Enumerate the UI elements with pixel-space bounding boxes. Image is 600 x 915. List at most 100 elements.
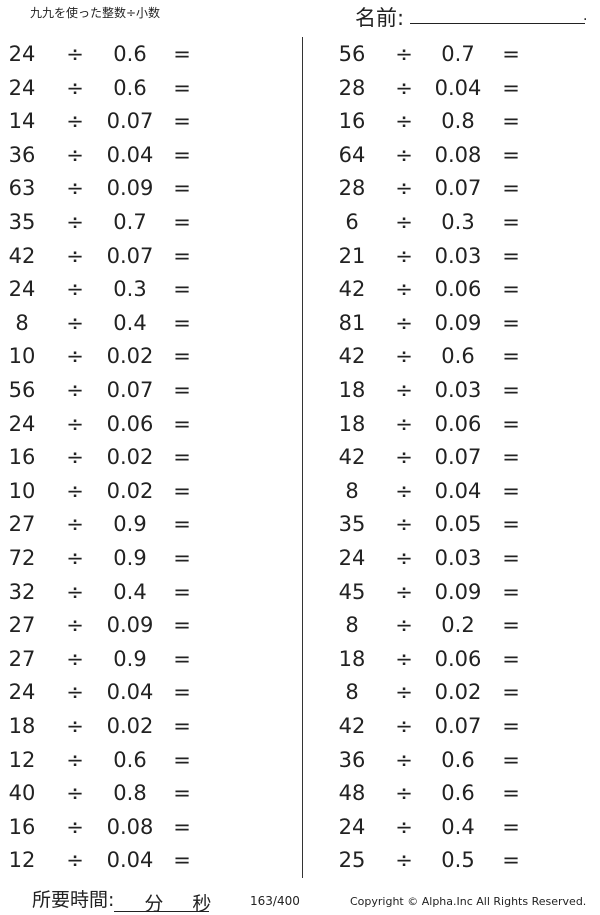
divisor: 0.04 [106,680,154,705]
divide-sign: ÷ [66,344,84,369]
equals-sign: = [173,478,191,503]
dividend: 24 [8,42,36,66]
equals-sign: = [502,176,520,201]
divisor: 0.02 [434,680,482,705]
equals-sign: = [502,747,520,772]
divide-sign: ÷ [66,277,84,302]
dividend: 28 [338,75,366,100]
divide-sign: ÷ [66,680,84,705]
divide-sign: ÷ [395,210,413,234]
divide-sign: ÷ [395,411,413,436]
equals-sign: = [502,546,520,570]
dividend: 36 [8,142,36,167]
equals-sign: = [173,512,191,537]
dividend: 24 [8,680,36,705]
equals-sign: = [173,781,191,806]
divide-sign: ÷ [395,378,413,402]
dividend: 35 [338,512,366,537]
divisor: 0.02 [106,714,154,738]
divide-sign: ÷ [66,613,84,638]
divide-sign: ÷ [66,109,84,134]
divisor: 0.06 [434,277,482,302]
divide-sign: ÷ [66,210,84,234]
divisor: 0.07 [106,378,154,402]
divisor: 0.7 [441,42,475,66]
copyright: Copyright © Alpha.Inc All Rights Reserve… [350,895,587,908]
dividend: 27 [8,613,36,638]
divide-sign: ÷ [395,344,413,369]
divide-sign: ÷ [395,781,413,806]
dividend: 8 [345,478,359,503]
divide-sign: ÷ [395,243,413,268]
divide-sign: ÷ [66,478,84,503]
divisor: 0.04 [106,142,154,167]
dividend: 16 [8,814,36,839]
minutes-label: 分 [144,893,164,915]
divisor: 0.04 [434,478,482,503]
divisor: 0.7 [113,210,147,234]
divisor: 0.4 [113,310,147,335]
time-field[interactable]: 分秒 [114,891,211,915]
divide-sign: ÷ [395,310,413,335]
equals-sign: = [502,579,520,604]
time-taken: 所要時間: 分秒 [32,885,211,915]
equals-sign: = [173,378,191,402]
divide-sign: ÷ [66,42,84,66]
equals-sign: = [502,142,520,167]
equals-sign: = [173,277,191,302]
divide-sign: ÷ [66,781,84,806]
name-field[interactable] [410,23,585,24]
dividend: 21 [338,243,366,268]
equals-sign: = [502,613,520,638]
divisor: 0.03 [434,546,482,570]
divisor: 0.06 [434,646,482,671]
divisor: 0.6 [441,344,475,369]
dividend: 42 [338,344,366,369]
dividend: 18 [338,378,366,402]
dividend: 36 [338,747,366,772]
equals-sign: = [173,176,191,201]
divisor: 0.6 [113,747,147,772]
dividend: 18 [338,646,366,671]
dividend: 27 [8,646,36,671]
equals-sign: = [173,848,191,873]
divide-sign: ÷ [395,277,413,302]
equals-sign: = [502,646,520,671]
divide-sign: ÷ [66,747,84,772]
equals-sign: = [502,378,520,402]
dividend: 24 [8,411,36,436]
equals-sign: = [502,42,520,66]
name-end: . [583,8,588,24]
dividend: 28 [338,176,366,201]
dividend: 12 [8,747,36,772]
divide-sign: ÷ [395,714,413,738]
equals-sign: = [173,243,191,268]
dividend: 42 [8,243,36,268]
divide-sign: ÷ [66,176,84,201]
divisor: 0.4 [441,814,475,839]
worksheet-title: 九九を使った整数÷小数 [30,6,161,20]
divide-sign: ÷ [395,75,413,100]
divisor: 0.04 [434,75,482,100]
equals-sign: = [173,680,191,705]
divisor: 0.9 [113,512,147,537]
equals-sign: = [173,546,191,570]
equals-sign: = [173,42,191,66]
divide-sign: ÷ [395,848,413,873]
equals-sign: = [173,411,191,436]
equals-sign: = [502,210,520,234]
equals-sign: = [173,445,191,470]
dividend: 63 [8,176,36,201]
dividend: 40 [8,781,36,806]
dividend: 42 [338,445,366,470]
dividend: 27 [8,512,36,537]
equals-sign: = [502,848,520,873]
divisor: 0.9 [113,546,147,570]
divide-sign: ÷ [66,378,84,402]
equals-sign: = [502,109,520,134]
dividend: 6 [345,210,359,234]
column-divider [302,37,303,878]
equals-sign: = [173,613,191,638]
equals-sign: = [502,512,520,537]
dividend: 8 [345,680,359,705]
